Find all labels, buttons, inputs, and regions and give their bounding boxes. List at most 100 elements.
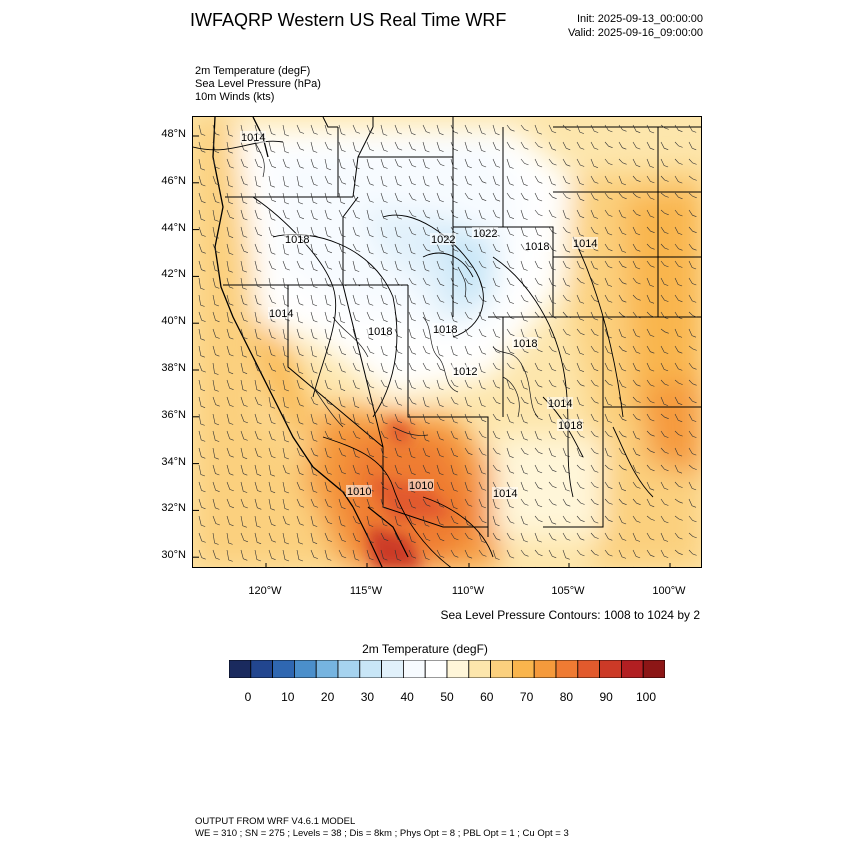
wind-barb [590, 396, 599, 404]
pressure-label: 1022 [473, 228, 497, 240]
wind-barb [408, 124, 416, 136]
wind-barb [310, 124, 318, 135]
wind-barb [297, 566, 298, 567]
wind-barb [689, 566, 690, 567]
wind-barb [324, 192, 332, 204]
wind-barb [660, 515, 669, 524]
wind-barb [296, 158, 304, 169]
wind-barb [674, 175, 683, 184]
wind-barb [282, 498, 290, 511]
wind-barb [380, 430, 389, 439]
wind-barb [353, 566, 354, 567]
wind-barb [240, 498, 248, 509]
wind-barb [240, 226, 248, 238]
wind-barb [646, 481, 655, 491]
wind-barb [394, 124, 402, 135]
wind-barb [380, 549, 388, 561]
lat-label: 44°N [161, 221, 186, 234]
wind-barb [534, 379, 543, 388]
wind-barb [310, 260, 318, 272]
wind-barb [282, 481, 290, 494]
wind-barb [268, 294, 277, 304]
wind-barb [492, 294, 501, 303]
wind-barb [646, 464, 655, 472]
wind-barb [380, 311, 388, 322]
wind-barb [464, 379, 473, 389]
wind-barb [296, 430, 304, 441]
wind-barb [268, 260, 277, 270]
wind-barb [394, 498, 402, 510]
wind-barb [240, 413, 249, 424]
colorbar-label: 30 [360, 690, 375, 704]
wind-barb [632, 158, 641, 168]
wind-barb [632, 209, 641, 217]
axis-ticks [193, 135, 671, 567]
wind-barb [492, 549, 500, 560]
wind-barb [409, 566, 410, 567]
wind-barb [604, 294, 613, 303]
wind-barb [394, 413, 403, 423]
wind-barb [380, 124, 388, 136]
wind-barb [464, 413, 473, 424]
wind-barb [492, 430, 501, 440]
wind-barb [562, 362, 571, 372]
wind-barb [660, 328, 669, 334]
wind-barb [632, 328, 641, 338]
wind-barb [632, 549, 641, 559]
wind-barb [478, 158, 487, 168]
wind-barb [674, 124, 683, 132]
wind-barb [338, 192, 346, 205]
pressure-label: 1022 [431, 234, 455, 246]
wind-barb [674, 277, 683, 287]
wind-barb [296, 294, 304, 306]
wind-barb [324, 260, 333, 270]
wind-barb [576, 277, 585, 284]
wind-barb [604, 192, 613, 200]
wind-barb [324, 294, 332, 306]
wind-barb [254, 243, 262, 254]
wind-barb [282, 515, 290, 526]
wind-barb [618, 345, 627, 352]
wind-barb [660, 362, 669, 372]
wind-barb [632, 413, 641, 421]
wind-barb [324, 226, 332, 238]
wind-barb [226, 294, 234, 306]
lon-label: 100°W [652, 585, 686, 597]
wind-barb [352, 549, 360, 561]
wind-barb [268, 141, 276, 153]
wind-barb [534, 413, 543, 421]
wind-barb [240, 192, 248, 204]
wind-barb [576, 532, 585, 541]
wind-barb [478, 192, 487, 201]
wind-barb [450, 209, 459, 219]
wind-barb [450, 515, 459, 525]
wind-barb [590, 158, 599, 168]
wind-barb [520, 498, 529, 506]
wind-barb [352, 515, 361, 525]
wind-barb [268, 328, 276, 339]
wind-barb [534, 141, 543, 149]
colorbar-swatch [315, 660, 339, 678]
wind-barb [240, 243, 249, 253]
wind-barb [254, 447, 262, 458]
wind-barb [632, 311, 641, 319]
wind-barb [660, 464, 669, 472]
wind-barb [590, 447, 599, 455]
wind-barb [324, 413, 332, 425]
wind-barb [283, 566, 284, 567]
colorbar-swatch [620, 660, 644, 678]
wind-barb [296, 209, 305, 220]
wind-barb [352, 498, 361, 508]
wind-barb [576, 345, 585, 355]
wind-barb [464, 515, 472, 527]
wind-barb [408, 209, 417, 218]
wind-barb [492, 243, 501, 253]
wind-barb [338, 413, 346, 425]
wind-barb [338, 294, 346, 306]
wind-barb [632, 175, 641, 182]
wind-barb [198, 396, 206, 408]
wind-barb [688, 192, 697, 199]
wind-barb [436, 277, 445, 286]
wind-barb [492, 158, 501, 168]
wind-barb [632, 124, 641, 133]
